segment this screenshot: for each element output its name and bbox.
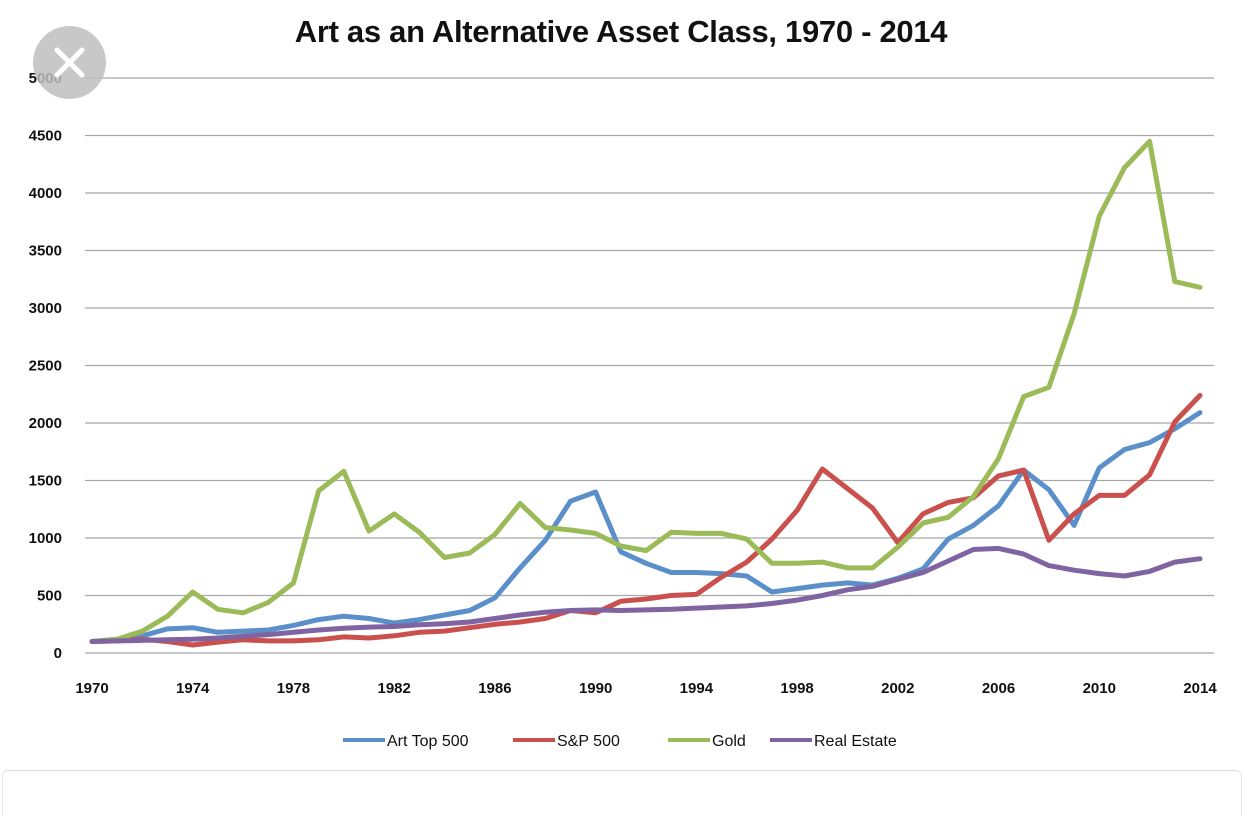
legend-label-real-estate: Real Estate [814, 733, 897, 750]
series-line-gold [89, 138, 1203, 644]
y-tick-label-4500: 4500 [29, 128, 62, 145]
x-tick-label-1990: 1990 [579, 680, 612, 697]
x-tick-label-1994: 1994 [680, 680, 714, 697]
x-tick-label-1978: 1978 [277, 680, 310, 697]
x-tick-label-2014: 2014 [1183, 680, 1217, 697]
y-tick-label-1500: 1500 [29, 473, 62, 490]
y-tick-label-2000: 2000 [29, 415, 62, 432]
series-line-real-estate [89, 545, 1203, 644]
series-lines [89, 138, 1203, 648]
close-button[interactable] [33, 26, 106, 99]
x-tick-label-1986: 1986 [478, 680, 511, 697]
y-tick-label-500: 500 [37, 588, 62, 605]
x-tick-label-2002: 2002 [881, 680, 914, 697]
y-tick-label-2500: 2500 [29, 358, 62, 375]
close-icon [54, 47, 85, 78]
gridlines [85, 77, 1214, 654]
y-tick-label-1000: 1000 [29, 530, 62, 547]
series-line-art-top-500 [89, 410, 1203, 644]
y-tick-label-3000: 3000 [29, 300, 62, 317]
legend-label-art-top-500: Art Top 500 [387, 733, 469, 750]
x-tick-label-1970: 1970 [75, 680, 108, 697]
series-line-s-p-500 [89, 392, 1203, 648]
legend: Art Top 500 S&P 500 Gold Real Estate [343, 733, 897, 750]
x-tick-label-1982: 1982 [377, 680, 410, 697]
chart-title: Art as an Alternative Asset Class, 1970 … [294, 14, 948, 49]
x-tick-label-1974: 1974 [176, 680, 210, 697]
x-tick-label-2006: 2006 [982, 680, 1015, 697]
y-tick-label-3500: 3500 [29, 243, 62, 260]
x-tick-label-2010: 2010 [1083, 680, 1116, 697]
legend-label-gold: Gold [712, 733, 746, 750]
bottom-panel [2, 770, 1242, 816]
legend-label-s-p-500: S&P 500 [557, 733, 620, 750]
x-tick-label-1998: 1998 [780, 680, 813, 697]
y-tick-label-0: 0 [54, 645, 62, 662]
y-axis-ticks: 0500100015002000250030003500400045005000 [29, 70, 62, 662]
y-tick-label-4000: 4000 [29, 185, 62, 202]
x-axis-ticks: 1970 1974 1978 1982 1986 1990 1994 1998 2002 2006… [75, 680, 1217, 697]
